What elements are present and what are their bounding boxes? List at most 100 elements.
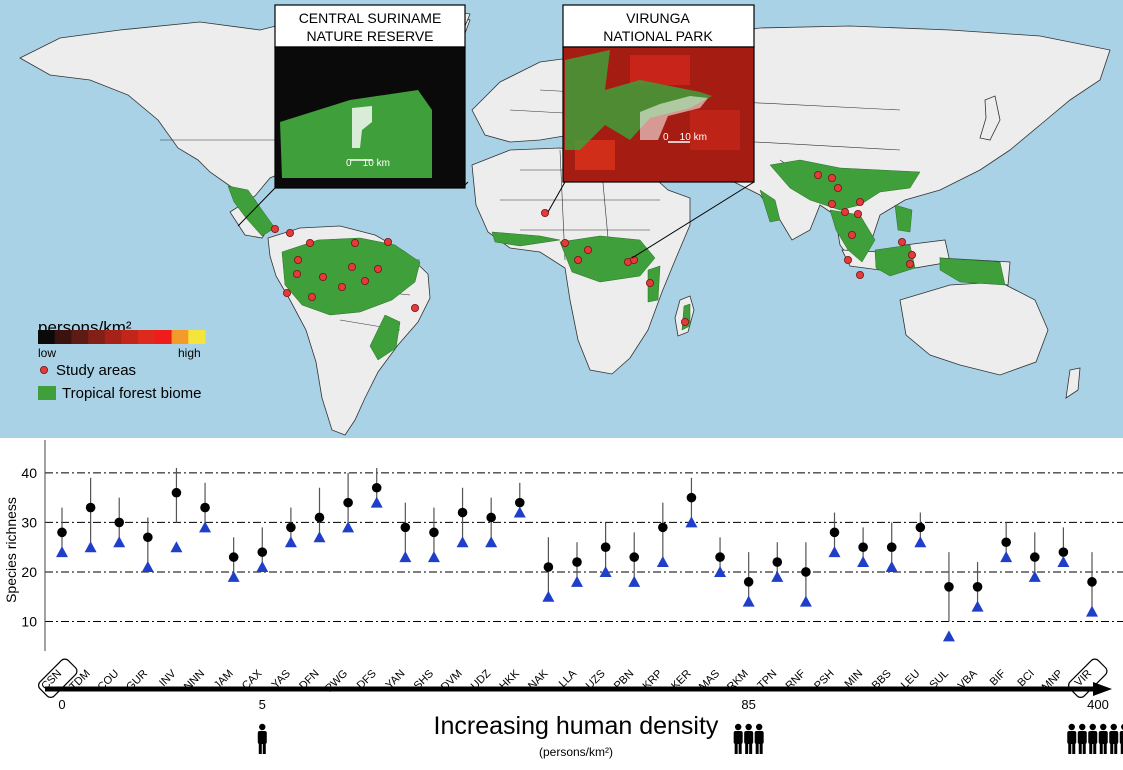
person-icon: [1088, 723, 1098, 754]
y-tick-label: 40: [21, 465, 37, 481]
inset-vir-title-line2: NATIONAL PARK: [603, 28, 713, 44]
density-marks: 0 5 85 400: [58, 697, 1123, 754]
circle-point-dvm: [457, 507, 468, 518]
triangle-point-pwg: [342, 521, 355, 533]
triangle-point-psh: [828, 546, 841, 558]
landmass-japan: [979, 95, 1001, 141]
density-label-5: 5: [259, 697, 266, 712]
legend-ramp-swatch: [38, 330, 56, 344]
inset-vir-scale-label: 0 10 km: [663, 132, 707, 143]
triangle-point-ker: [685, 516, 698, 528]
triangle-point-bci: [1028, 570, 1041, 582]
forest-atlantic: [369, 314, 401, 361]
circle-point-hkk: [514, 497, 525, 508]
triangle-point-pbn: [628, 575, 641, 587]
category-label-bci: BCI: [1015, 668, 1036, 689]
circle-point-uzs: [600, 542, 611, 552]
legend-ramp-swatch: [121, 330, 139, 344]
legend-forest-label: Tropical forest biome: [62, 385, 202, 402]
x-axis-label: Increasing human density: [434, 712, 719, 740]
triangle-point-mnp: [1057, 556, 1070, 568]
legend-ramp-swatch: [71, 330, 89, 344]
triangle-point-gur: [141, 561, 154, 572]
triangle-point-jam: [227, 570, 240, 582]
triangle-point-sul: [942, 630, 955, 642]
triangle-point-dvm: [456, 536, 469, 548]
triangle-point-cou: [113, 536, 126, 548]
forest-borneo: [874, 244, 916, 277]
legend-high-label: high: [178, 346, 201, 360]
inset-csn-study-grid: [352, 106, 372, 148]
triangle-point-lla: [571, 575, 583, 587]
legend-ramp-swatch: [138, 330, 156, 344]
circle-point-udz: [486, 512, 496, 523]
triangle-point-min: [857, 556, 870, 568]
legend-ramp-swatch: [104, 330, 122, 344]
circle-point-shs: [429, 527, 439, 538]
forest-india-west: [759, 189, 781, 223]
triangle-point-nnn: [199, 521, 212, 533]
triangle-point-bif: [1000, 551, 1013, 563]
y-axis-ticks: 10 20 30 40: [21, 465, 37, 630]
triangle-point-yan: [399, 551, 412, 563]
landmass-new-zealand: [1065, 367, 1081, 399]
legend-ramp-swatch: [188, 330, 206, 344]
triangle-point-csn: [56, 546, 68, 558]
triangle-point-udz: [485, 536, 498, 548]
person-icon: [1077, 723, 1087, 754]
forest-congo: [559, 235, 656, 283]
y-tick-label: 30: [21, 514, 37, 530]
whisker-lines: [61, 467, 1093, 622]
circle-point-inv: [171, 487, 182, 498]
circle-point-mas: [715, 552, 725, 562]
triangle-point-yas: [284, 536, 297, 548]
circle-point-min: [858, 542, 868, 552]
y-tick-label: 10: [21, 613, 37, 629]
density-label-400: 400: [1087, 697, 1109, 712]
circle-point-cou: [114, 517, 125, 528]
circle-point-krp: [658, 522, 668, 533]
series-triangle-markers: [56, 496, 1098, 642]
inset-csn-title-line1: CENTRAL SURINAME: [299, 10, 442, 26]
circle-point-rnf: [801, 567, 811, 577]
circle-point-nak: [543, 562, 554, 572]
density-label-85: 85: [741, 697, 755, 712]
series-circle-markers: [57, 482, 1097, 592]
category-labels: CSN TDM COU GUR INV NNN JAM CAX YAS DFN PWG DFS YAN S…: [38, 658, 1108, 698]
map-legend: persons/km² low high Study areas Tropica…: [38, 318, 206, 402]
inset-central-suriname: CENTRAL SURINAME NATURE RESERVE 0 10 km: [274, 4, 466, 189]
inset-vir-study-grid: [640, 96, 708, 140]
forest-new-guinea: [939, 257, 1006, 286]
category-label-bif: BIF: [988, 667, 1009, 688]
person-icon: [1098, 723, 1108, 754]
circle-point-pbn: [629, 552, 640, 562]
circle-point-rkm: [743, 577, 754, 587]
chart-grid: [45, 472, 1123, 622]
triangle-point-uzs: [599, 565, 612, 577]
person-icon: [1109, 723, 1119, 754]
species-richness-chart: 10 20 30 40 Species richness CSN TDM COU GUR IN…: [3, 440, 1123, 759]
circle-point-tdm: [85, 502, 96, 513]
forest-central-america: [227, 185, 276, 237]
person-icon: [733, 723, 743, 754]
person-icon: [1067, 723, 1077, 754]
triangle-point-shs: [427, 551, 440, 563]
circle-point-vir: [1087, 577, 1097, 587]
x-axis-units: (persons/km²): [539, 745, 613, 759]
circle-point-lla: [572, 557, 582, 567]
circle-point-sul: [944, 582, 954, 592]
legend-color-ramp: [38, 330, 206, 344]
legend-study-symbol: [40, 365, 49, 374]
triangle-point-bbs: [885, 561, 898, 572]
circle-point-yas: [286, 522, 296, 533]
circle-point-bif: [1001, 537, 1011, 548]
triangle-point-vba: [971, 600, 984, 612]
category-label-inv: INV: [157, 667, 179, 689]
person-icon: [257, 723, 267, 754]
circle-point-mnp: [1058, 547, 1069, 557]
legend-ramp-swatch: [54, 330, 72, 344]
circle-point-leu: [915, 522, 926, 533]
legend-ramp-swatch: [88, 330, 106, 344]
density-arrow: [45, 682, 1112, 696]
triangle-point-rnf: [799, 595, 812, 607]
